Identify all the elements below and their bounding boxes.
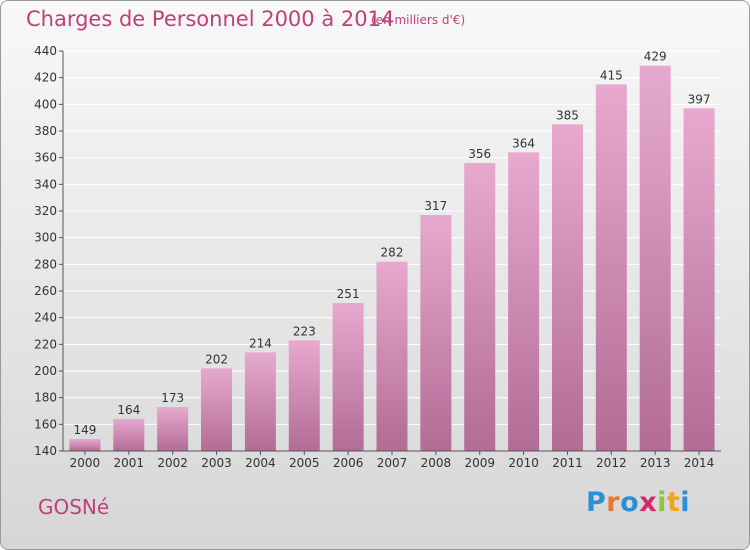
x-tick-label: 2001 <box>114 456 145 470</box>
logo-letter: t <box>666 487 681 518</box>
x-tick-label: 2013 <box>640 456 671 470</box>
y-tick-label: 200 <box>34 364 57 378</box>
bar-value-label: 317 <box>424 199 447 213</box>
x-tick-label: 2008 <box>421 456 452 470</box>
bar-2008 <box>420 215 452 451</box>
x-tick-label: 2000 <box>70 456 101 470</box>
logo-letter: i <box>680 487 691 518</box>
bar-2003 <box>201 368 233 451</box>
bar-value-label: 364 <box>512 136 535 150</box>
bar-2014 <box>683 108 715 451</box>
place-name: GOSNé <box>38 495 110 519</box>
y-tick-label: 420 <box>34 71 57 85</box>
bar-value-label: 164 <box>117 403 140 417</box>
y-tick-label: 320 <box>34 204 57 218</box>
bar-2000 <box>69 439 101 451</box>
x-tick-label: 2009 <box>464 456 495 470</box>
y-tick-label: 300 <box>34 231 57 245</box>
bar-2006 <box>332 303 364 451</box>
bar-2002 <box>157 407 189 451</box>
chart-subtitle: (en milliers d'€) <box>371 13 466 27</box>
bars <box>69 65 715 452</box>
bar-value-label: 149 <box>73 423 96 437</box>
logo-letter: x <box>639 487 658 518</box>
bar-2007 <box>376 261 408 451</box>
bar-value-label: 415 <box>600 68 623 82</box>
logo-letter: i <box>657 487 667 518</box>
x-tick-label: 2002 <box>157 456 188 470</box>
y-tick-label: 220 <box>34 337 57 351</box>
logo-letter: P <box>586 487 607 518</box>
bar-2010 <box>508 152 540 452</box>
x-tick-label: 2012 <box>596 456 627 470</box>
x-tick-label: 2003 <box>201 456 232 470</box>
bar-value-label: 223 <box>293 324 316 338</box>
bar-value-label: 173 <box>161 391 184 405</box>
y-tick-label: 360 <box>34 151 57 165</box>
y-tick-label: 440 <box>34 44 57 58</box>
bar-value-label: 282 <box>381 246 404 260</box>
y-tick-label: 160 <box>34 417 57 431</box>
proxiti-logo: Proxiti <box>586 487 690 518</box>
x-tick-label: 2014 <box>684 456 715 470</box>
x-tick-label: 2006 <box>333 456 364 470</box>
bar-value-label: 251 <box>337 287 360 301</box>
bar-2012 <box>595 84 627 451</box>
y-tick-label: 260 <box>34 284 57 298</box>
bar-2004 <box>244 352 276 451</box>
y-tick-label: 380 <box>34 124 57 138</box>
y-tick-label: 140 <box>34 444 57 458</box>
bar-value-label: 429 <box>644 50 667 64</box>
bar-2013 <box>639 65 671 452</box>
x-tick-label: 2011 <box>552 456 583 470</box>
y-tick-label: 340 <box>34 177 57 191</box>
bar-value-label: 356 <box>468 147 491 161</box>
y-tick-label: 280 <box>34 257 57 271</box>
bar-2009 <box>464 163 496 451</box>
bar-value-label: 397 <box>688 92 711 106</box>
axes <box>59 50 721 455</box>
y-tick-label: 400 <box>34 97 57 111</box>
chart-title: Charges de Personnel 2000 à 2014 <box>26 7 395 31</box>
logo-letter: o <box>620 487 640 518</box>
x-tick-label: 2004 <box>245 456 276 470</box>
x-tick-label: 2007 <box>377 456 408 470</box>
x-tick-label: 2010 <box>508 456 539 470</box>
bar-value-label: 202 <box>205 352 228 366</box>
bar-2001 <box>113 419 145 451</box>
bar-value-label: 214 <box>249 336 272 350</box>
bar-value-label: 385 <box>556 108 579 122</box>
logo-letter: r <box>606 487 621 518</box>
bar-2005 <box>288 340 320 451</box>
labels: 140 160 180 200 220 240 260 280 300 320 340 360 380 4… <box>34 44 714 470</box>
x-tick-label: 2005 <box>289 456 320 470</box>
y-tick-label: 180 <box>34 391 57 405</box>
y-tick-label: 240 <box>34 311 57 325</box>
bar-2011 <box>551 124 583 451</box>
